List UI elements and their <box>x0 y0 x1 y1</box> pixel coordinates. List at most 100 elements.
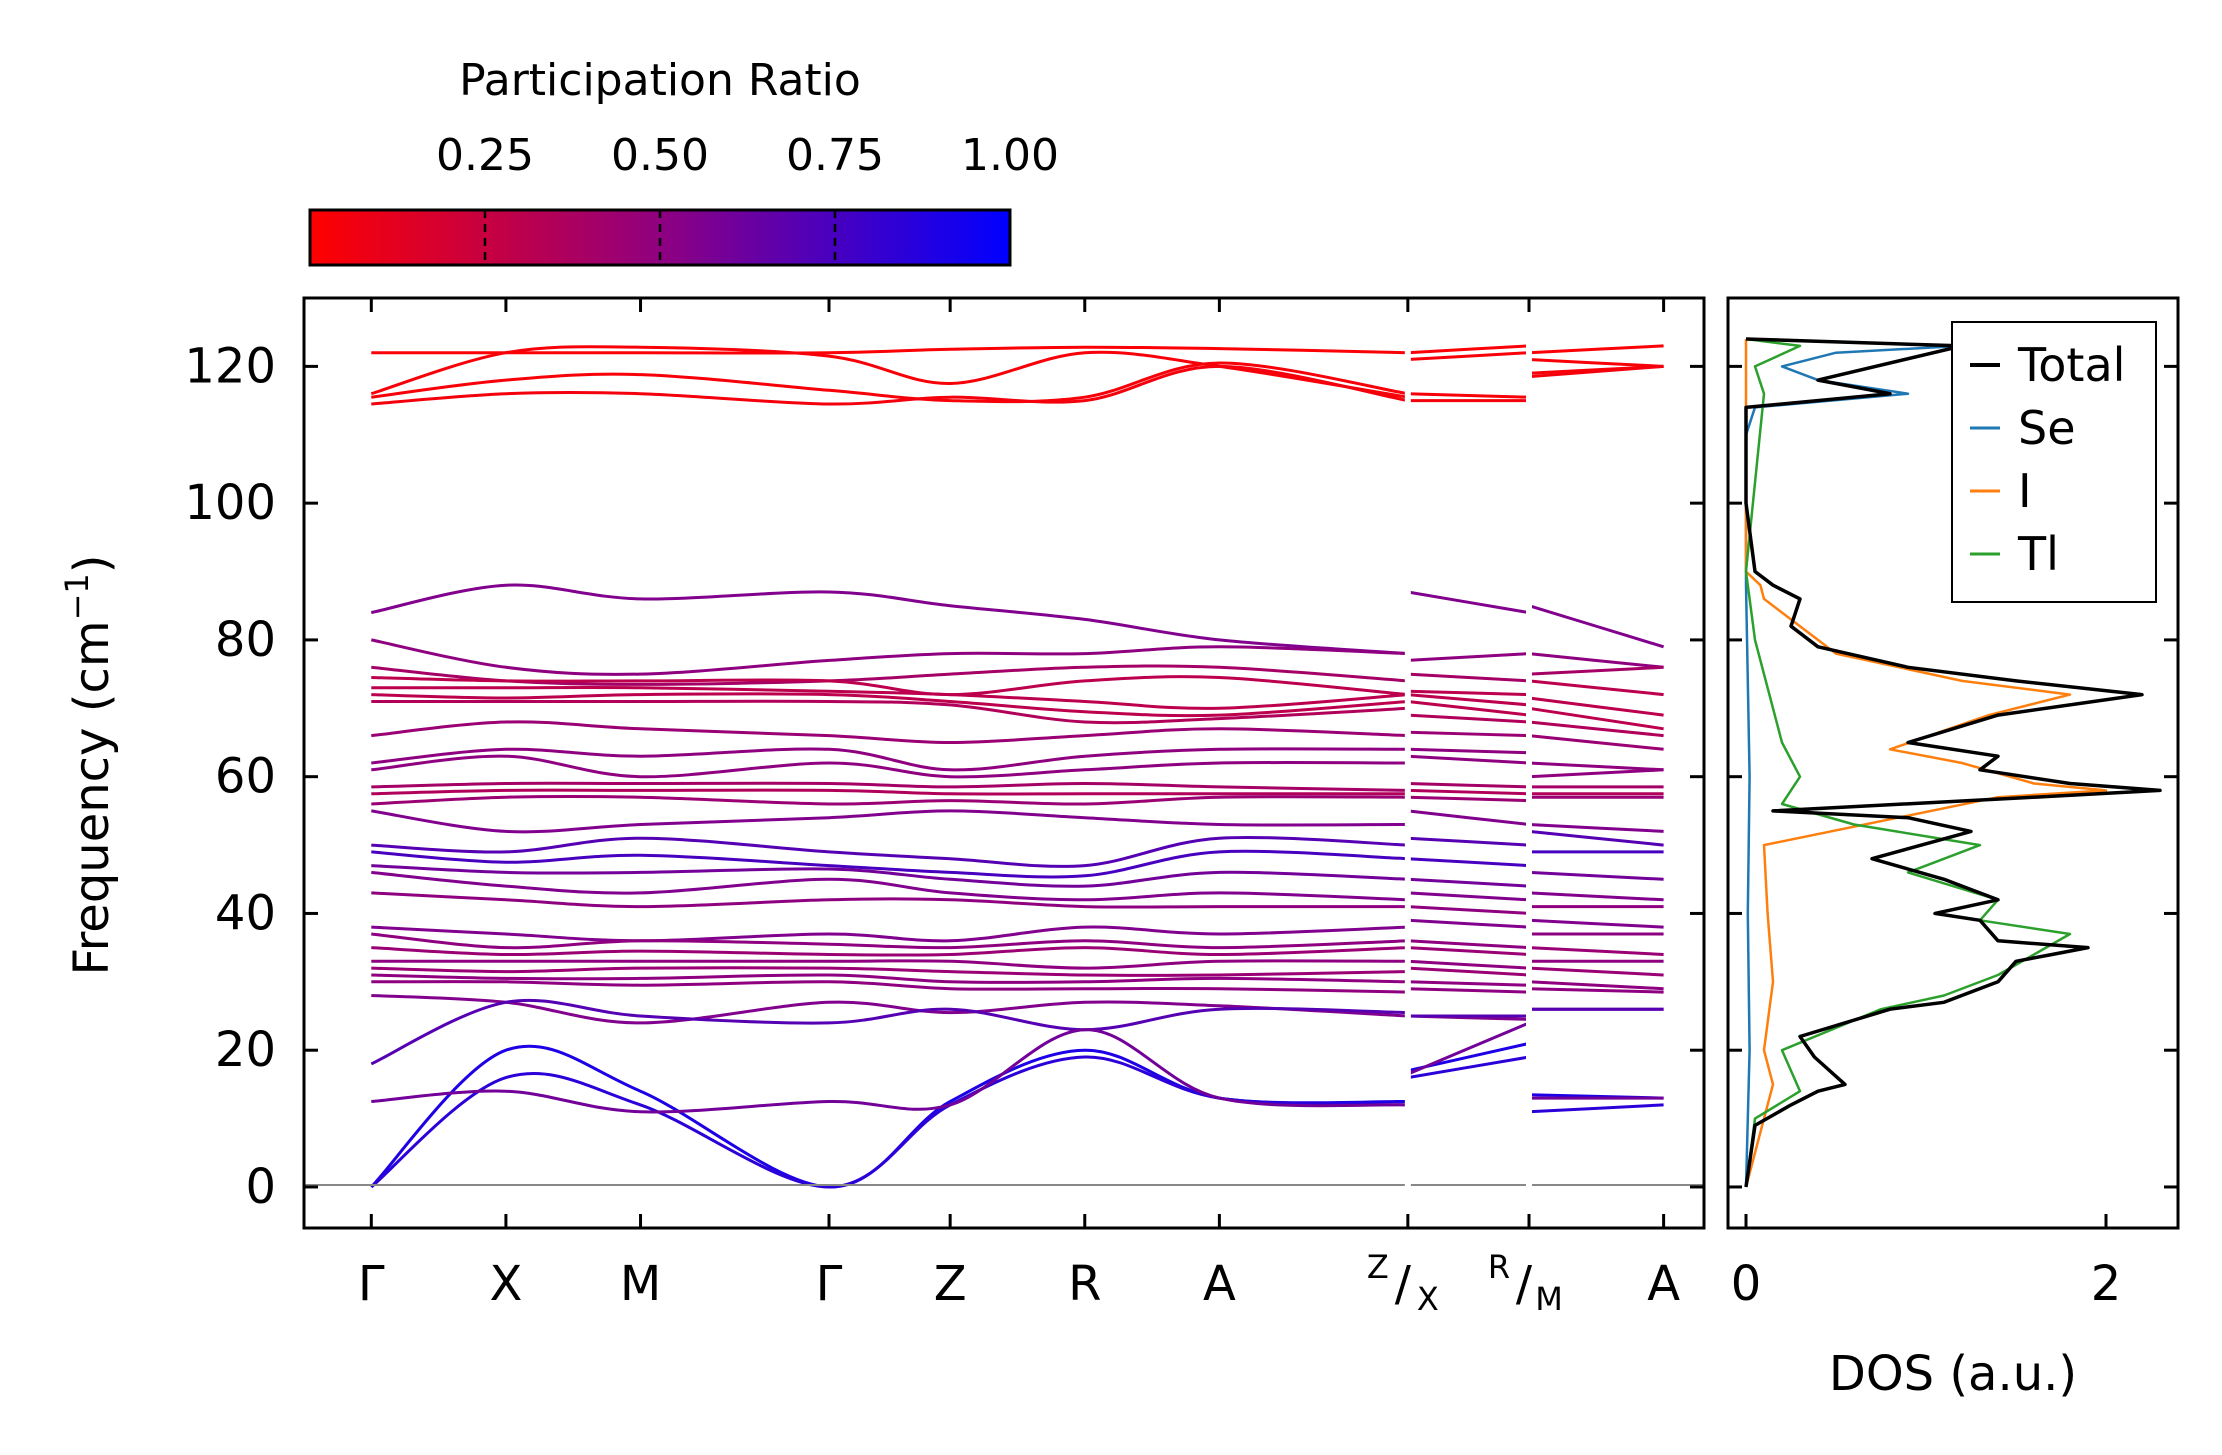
band-4-segment-1 <box>370 583 1408 656</box>
dos-x-axis-label: DOS (a.u.) <box>1829 1346 2077 1402</box>
dos-legend: Total Se I Tl <box>1951 321 2157 603</box>
band-16-segment-2 <box>1407 795 1530 803</box>
band-28-segment-3 <box>1528 980 1664 991</box>
dos-series-se <box>1744 337 1964 1188</box>
band-33-segment-2 <box>1407 1055 1530 1080</box>
x-axis-ticks: Γ X M Γ Z R A Z / XR / M A <box>358 298 1680 1318</box>
legend-label-total: Total <box>2017 338 2125 392</box>
band-12-segment-1 <box>371 747 1408 772</box>
y-tick-label: 100 <box>184 475 276 531</box>
band-11-segment-1 <box>371 720 1408 745</box>
band-6-segment-2 <box>1407 672 1530 683</box>
band-9-segment-2 <box>1407 700 1530 717</box>
band-1-segment-2 <box>1407 351 1530 361</box>
band-24-segment-2 <box>1407 939 1530 950</box>
band-20-segment-3 <box>1528 870 1664 881</box>
y-tick-label: 60 <box>215 749 276 805</box>
x-tick-label-sep: / <box>1395 1256 1412 1312</box>
colorbar-tick-label: 0.75 <box>786 130 884 181</box>
y-tick-label: 0 <box>245 1159 276 1215</box>
band-29-segment-1 <box>371 980 1408 994</box>
band-11-segment-2 <box>1407 730 1530 738</box>
band-25-segment-2 <box>1407 946 1530 956</box>
colorbar-tick-label: 1.00 <box>961 130 1059 181</box>
band-lines <box>370 344 1665 1189</box>
dos-plot-frame <box>1726 296 2180 1230</box>
legend-label-se: Se <box>2018 401 2076 455</box>
colorbar: Participation Ratio 0.25 0.50 0.75 1.00 <box>308 55 1059 267</box>
band-7-segment-1 <box>371 675 1408 697</box>
band-32-segment-1 <box>370 1044 1408 1189</box>
x-tick-label-sub: X <box>1417 1280 1439 1318</box>
band-27-segment-3 <box>1528 966 1664 977</box>
x-tick-label: X <box>489 1256 522 1312</box>
x-tick-label: A <box>1647 1256 1680 1312</box>
dos-x-tick-label: 0 <box>1731 1256 1762 1312</box>
band-4-segment-2 <box>1407 590 1530 615</box>
band-5-segment-1 <box>370 638 1408 676</box>
dos-x-tick-label: 2 <box>2091 1256 2122 1312</box>
band-10-segment-2 <box>1407 713 1530 724</box>
band-31-segment-1 <box>370 998 1408 1066</box>
band-29-segment-3 <box>1528 987 1664 994</box>
y-tick-label: 20 <box>215 1022 276 1078</box>
dos-lines <box>1744 337 2162 1188</box>
band-34-segment-2 <box>1407 1021 1530 1076</box>
band-29-segment-2 <box>1407 987 1530 994</box>
band-13-segment-2 <box>1407 754 1530 765</box>
band-5-segment-3 <box>1528 652 1664 669</box>
band-3-segment-3 <box>1528 364 1664 379</box>
band-18-segment-3 <box>1528 829 1664 847</box>
y-axis-label-text: Frequency (cm <box>64 620 120 975</box>
band-18-segment-2 <box>1407 836 1530 847</box>
band-18-segment-1 <box>371 835 1408 868</box>
band-3-segment-1 <box>371 364 1409 406</box>
band-28-segment-1 <box>371 973 1408 984</box>
band-34-segment-1 <box>371 1028 1408 1114</box>
colorbar-tick-labels: 0.25 0.50 0.75 1.00 <box>436 130 1059 181</box>
colorbar-tick-label: 0.50 <box>611 130 709 181</box>
band-33-segment-3 <box>1528 1103 1664 1114</box>
band-17-segment-2 <box>1407 809 1530 826</box>
band-22-segment-2 <box>1407 905 1530 915</box>
band-10-segment-1 <box>371 699 1408 725</box>
y-tick-label: 40 <box>215 885 276 941</box>
x-tick-label: Γ <box>358 1256 385 1312</box>
band-8-segment-1 <box>371 686 1408 710</box>
x-tick-label-sub: M <box>1535 1280 1563 1318</box>
band-14-segment-2 <box>1407 782 1530 789</box>
band-26-segment-2 <box>1407 959 1530 970</box>
band-0-segment-1 <box>371 345 1408 355</box>
band-24-segment-1 <box>371 932 1408 950</box>
band-plot-frame <box>302 296 1706 1230</box>
band-26-segment-1 <box>371 959 1408 970</box>
band-23-segment-2 <box>1407 918 1530 929</box>
band-20-segment-2 <box>1407 877 1530 888</box>
band-21-segment-2 <box>1407 891 1530 902</box>
dos-series-total <box>1744 337 2162 1188</box>
band-11-segment-3 <box>1528 734 1664 751</box>
band-25-segment-3 <box>1528 946 1664 956</box>
band-15-segment-2 <box>1407 788 1530 796</box>
band-8-segment-2 <box>1407 693 1530 707</box>
band-19-segment-1 <box>371 849 1408 879</box>
band-13-segment-1 <box>371 754 1408 779</box>
band-27-segment-1 <box>371 966 1408 977</box>
band-1-segment-1 <box>370 345 1409 399</box>
band-12-segment-2 <box>1407 747 1530 755</box>
band-16-segment-1 <box>371 794 1408 806</box>
y-axis-label: Frequency (cm−1) <box>58 554 120 975</box>
band-9-segment-3 <box>1528 706 1664 731</box>
band-7-segment-3 <box>1528 679 1664 697</box>
legend-label-tl: Tl <box>2017 527 2059 581</box>
band-33-segment-1 <box>370 1055 1408 1189</box>
x-tick-label: M <box>620 1256 661 1312</box>
band-17-segment-3 <box>1528 823 1664 833</box>
band-21-segment-1 <box>371 870 1408 902</box>
band-5-segment-2 <box>1407 652 1530 662</box>
band-10-segment-3 <box>1528 720 1664 738</box>
band-21-segment-3 <box>1528 891 1664 902</box>
